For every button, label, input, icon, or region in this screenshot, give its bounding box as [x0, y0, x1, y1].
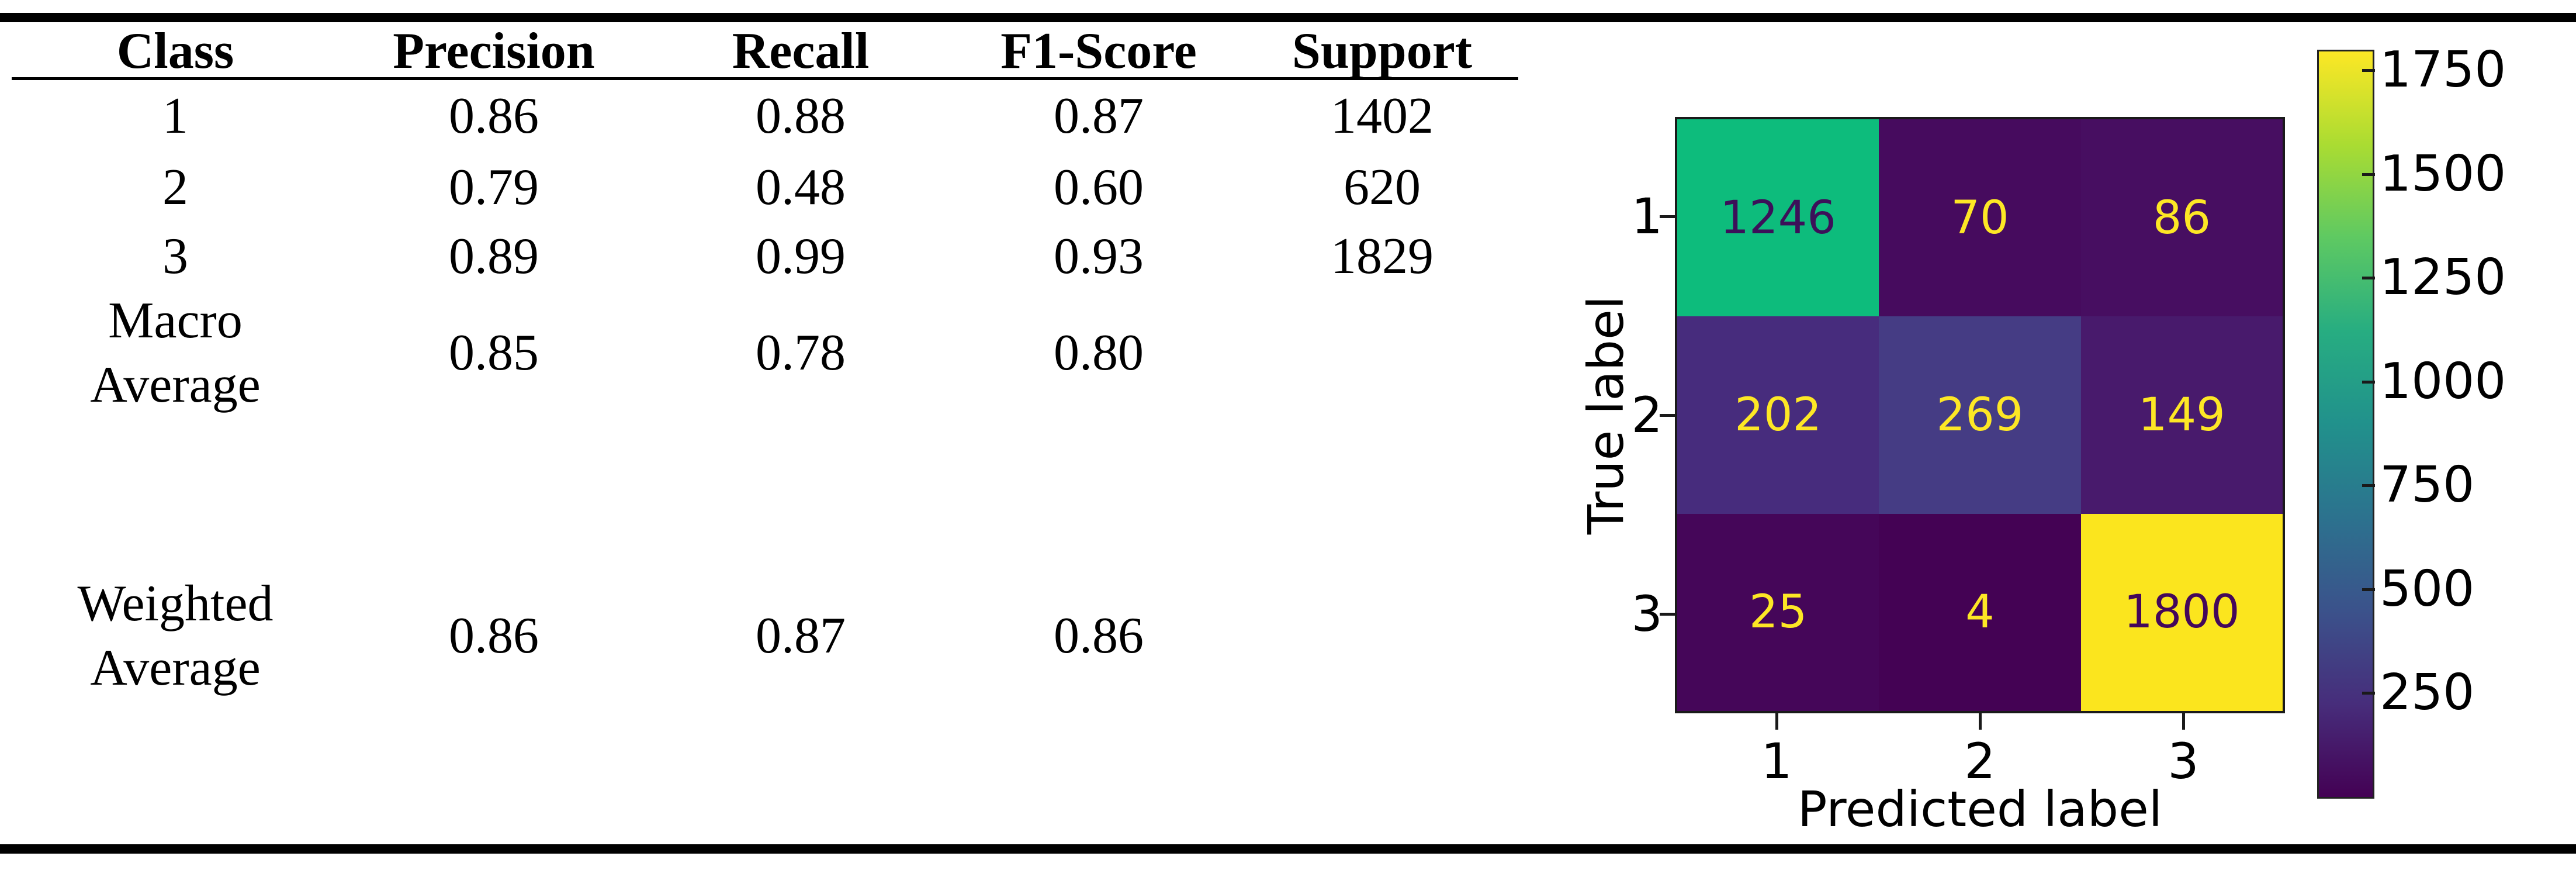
table-cell-recall-row4: 0.78	[756, 324, 846, 381]
table-cell-label-row1: 1	[162, 87, 188, 144]
colorbar-tick-mark	[2362, 380, 2375, 384]
confusion-cell-value: 4	[1965, 586, 1995, 639]
colorbar-tick-mark	[2362, 692, 2375, 695]
table-cell-recall-row1: 0.88	[756, 87, 846, 144]
confusion-cell-value: 1246	[1720, 191, 1836, 244]
table-cell-support-row4	[1245, 291, 1519, 415]
table-cell-recall-row5: 0.87	[756, 607, 846, 664]
confusion-cell-r2-c1: 202	[1677, 316, 1879, 514]
x-axis-title: Predicted label	[1797, 781, 2163, 838]
x-tick-mark	[1979, 713, 1982, 730]
column-header-support: Support	[1292, 22, 1473, 80]
table-cell-line: Weighted	[77, 575, 273, 632]
classification-report-table: Class Precision Recall F1-Score Support 1 0.86…	[12, 23, 1519, 725]
confusion-cell-value: 202	[1734, 388, 1822, 441]
table-cell-precision-row3: 0.89	[449, 228, 539, 285]
table-cell-line: Average	[90, 357, 261, 413]
y-tick-label: 2	[1631, 386, 1663, 444]
confusion-cell-value: 149	[2138, 388, 2225, 441]
colorbar-tick-label: 750	[2380, 456, 2475, 515]
table-cell-f1-row2: 0.60	[1054, 159, 1144, 216]
table-cell-f1-row1: 0.87	[1054, 87, 1144, 144]
confusion-cell-r3-c2: 4	[1879, 513, 2081, 711]
x-tick-mark	[2182, 713, 2185, 730]
x-tick-label: 2	[1964, 733, 1996, 790]
colorbar-tick-label: 500	[2380, 560, 2475, 618]
confusion-cell-value: 25	[1749, 586, 1808, 639]
x-tick-mark	[1775, 713, 1778, 730]
table-cell-line: Average	[90, 639, 261, 696]
table-cell-label-row4: Macro Average	[12, 291, 339, 415]
y-tick-mark	[1660, 414, 1675, 417]
table-cell-support-row2: 620	[1344, 159, 1421, 216]
table-cell-line: Macro	[108, 292, 243, 349]
colorbar-tick-label: 1250	[2380, 248, 2506, 307]
table-cell-precision-row5: 0.86	[449, 607, 539, 664]
colorbar-tick-mark	[2362, 588, 2375, 591]
table-cell-label-row3: 3	[162, 228, 188, 285]
column-header-recall: Recall	[732, 22, 870, 80]
table-cell-precision-row4: 0.85	[449, 324, 539, 381]
table-header-rule	[12, 77, 1518, 80]
x-tick-label: 1	[1761, 733, 1792, 790]
colorbar-tick-label: 250	[2380, 664, 2475, 722]
confusion-cell-r3-c3: 1800	[2080, 513, 2283, 711]
confusion-cell-value: 269	[1936, 388, 2024, 441]
table-cell-support-row5	[1245, 547, 1519, 725]
confusion-cell-r1-c2: 70	[1879, 119, 2081, 317]
table-cell-support-row3: 1829	[1331, 228, 1434, 285]
y-tick-mark	[1660, 215, 1675, 218]
table-cell-recall-row2: 0.48	[756, 159, 846, 216]
table-cell-f1-row3: 0.93	[1054, 228, 1144, 285]
table-bottom-rule	[0, 844, 2576, 854]
column-header-class: Class	[116, 22, 234, 80]
table-cell-f1-row4: 0.80	[1054, 324, 1144, 381]
table-cell-support-row1: 1402	[1331, 87, 1434, 144]
y-tick-label: 1	[1631, 188, 1663, 245]
confusion-matrix: 1246 70 86 202 269 149 25 4 1800	[1675, 117, 2285, 713]
confusion-cell-value: 70	[1951, 191, 2009, 244]
table-cell-f1-row5: 0.86	[1054, 607, 1144, 664]
confusion-cell-value: 86	[2152, 191, 2211, 244]
table-cell-label-row2: 2	[162, 159, 188, 216]
y-tick-mark	[1660, 613, 1675, 616]
colorbar-tick-label: 1000	[2380, 352, 2506, 410]
confusion-cell-r2-c3: 149	[2080, 316, 2283, 514]
table-top-rule	[0, 13, 2576, 22]
colorbar-tick-mark	[2362, 277, 2375, 280]
confusion-cell-r1-c1: 1246	[1677, 119, 1879, 317]
column-header-precision: Precision	[393, 22, 595, 80]
column-header-f1-score: F1-Score	[1000, 22, 1197, 80]
colorbar-tick-mark	[2362, 484, 2375, 488]
table-cell-precision-row2: 0.79	[449, 159, 539, 216]
colorbar-tick-label: 1750	[2380, 41, 2506, 99]
x-tick-label: 3	[2168, 733, 2199, 790]
confusion-cell-r1-c3: 86	[2080, 119, 2283, 317]
confusion-cell-value: 1800	[2124, 586, 2240, 639]
colorbar-tick-mark	[2362, 172, 2375, 176]
colorbar-tick-mark	[2362, 69, 2375, 72]
table-cell-recall-row3: 0.99	[756, 228, 846, 285]
confusion-cell-r3-c1: 25	[1677, 513, 1879, 711]
y-tick-label: 3	[1631, 585, 1663, 643]
table-cell-precision-row1: 0.86	[449, 87, 539, 144]
table-cell-label-row5: Weighted Average	[12, 547, 339, 725]
colorbar	[2317, 50, 2374, 799]
confusion-cell-r2-c2: 269	[1879, 316, 2081, 514]
colorbar-tick-label: 1500	[2380, 144, 2506, 203]
